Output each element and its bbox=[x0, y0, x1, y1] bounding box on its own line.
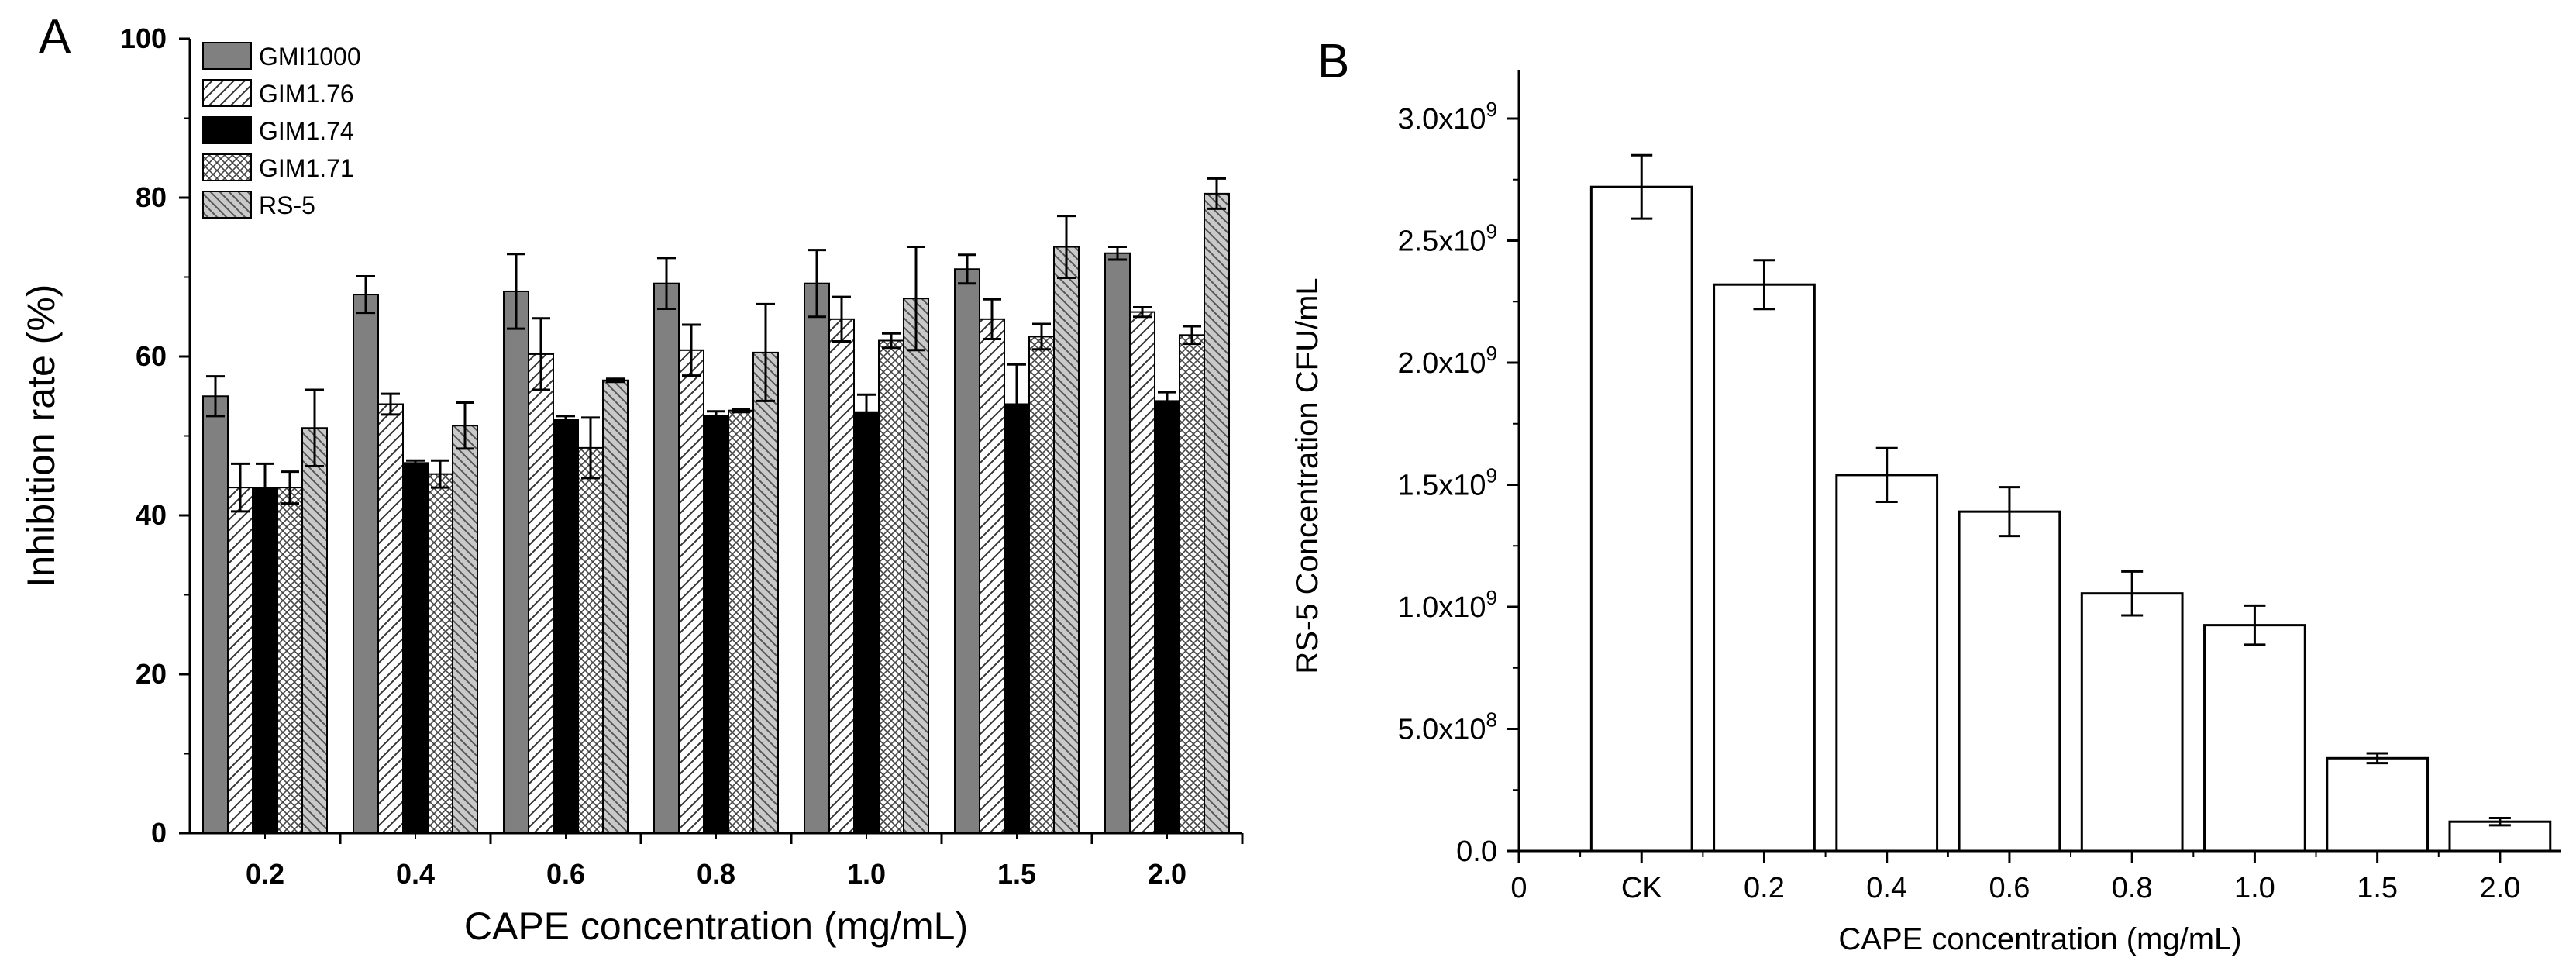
y-axis-title: RS-5 Concentration CFU/mL bbox=[1290, 277, 1324, 673]
legend-label: GIM1.76 bbox=[259, 80, 354, 108]
bar-0.6 bbox=[1958, 510, 2061, 852]
bar-rs-5 bbox=[602, 379, 629, 834]
bar-0.4 bbox=[1835, 474, 1939, 852]
x-tick-label: 0.6 bbox=[1989, 872, 2030, 904]
y-tick-label: 2.0x109 bbox=[1397, 342, 1497, 380]
bar-gim1.71 bbox=[728, 409, 754, 834]
bar-gim1.76 bbox=[377, 403, 404, 834]
x-tick-label: 0.4 bbox=[1866, 872, 1907, 904]
legend-label: GIM1.74 bbox=[259, 117, 354, 145]
bar-0.2 bbox=[1713, 283, 1816, 852]
bar-gim1.71 bbox=[1028, 336, 1055, 834]
legend-label: GMI1000 bbox=[259, 43, 361, 71]
bar-1.0 bbox=[2203, 624, 2306, 852]
x-tick-label: 0.8 bbox=[697, 858, 735, 890]
bar-gmi1000 bbox=[804, 282, 830, 834]
bar-gim1.76 bbox=[227, 487, 253, 834]
x-axis-title: CAPE concentration (mg/mL) bbox=[1838, 922, 2241, 956]
legend-swatch-gmi1000 bbox=[202, 42, 252, 70]
x-tick-label: 0.4 bbox=[396, 858, 435, 890]
panel-label-a: A bbox=[39, 10, 71, 64]
bar-0.8 bbox=[2080, 592, 2184, 852]
bar-gmi1000 bbox=[954, 268, 980, 834]
y-tick-label: 0.0 bbox=[1456, 835, 1497, 868]
bar-gim1.74 bbox=[252, 487, 278, 834]
y-axis-title: Inhibition rate (%) bbox=[19, 284, 63, 588]
bar-gmi1000 bbox=[202, 395, 229, 834]
bar-gmi1000 bbox=[1104, 252, 1131, 834]
bar-gim1.71 bbox=[878, 339, 904, 834]
bar-rs-5 bbox=[452, 425, 478, 834]
legend-swatch-gim1.74 bbox=[202, 116, 252, 144]
bar-gmi1000 bbox=[653, 282, 680, 834]
bar-gim1.74 bbox=[1154, 400, 1180, 834]
bar-rs-5 bbox=[301, 427, 328, 834]
legend-label: GIM1.71 bbox=[259, 154, 354, 182]
y-tick-label: 100 bbox=[120, 22, 167, 54]
x-tick-label: 2.0 bbox=[2479, 872, 2520, 904]
x-tick-label: 0.8 bbox=[2112, 872, 2153, 904]
x-tick-label: 0.2 bbox=[246, 858, 284, 890]
legend-label: RS-5 bbox=[259, 191, 315, 219]
bar-gim1.74 bbox=[853, 411, 880, 834]
chart-a: 0 20 40 60 80 100 0.2 0.4 0.6 0.8 1.0 1.5 2.0 CAPE co… bbox=[19, 22, 1244, 948]
y-tick-label: 60 bbox=[136, 340, 167, 372]
bar-gim1.74 bbox=[553, 419, 579, 834]
x-tick-label: 1.5 bbox=[997, 858, 1036, 890]
bar-gim1.76 bbox=[678, 349, 704, 834]
bar-rs-5 bbox=[1053, 246, 1080, 834]
x-tick-label: 1.5 bbox=[2357, 872, 2398, 904]
chart-b: 0.0 5.0x108 1.0x109 1.5x109 2.0x109 2.5x109 3.… bbox=[1290, 70, 2561, 956]
bar-rs-5 bbox=[752, 351, 779, 834]
bar-2.0 bbox=[2448, 820, 2552, 852]
bar-1.5 bbox=[2326, 756, 2430, 852]
y-tick-label: 3.0x109 bbox=[1397, 98, 1497, 136]
x-axis-title: CAPE concentration (mg/mL) bbox=[464, 904, 968, 948]
panel-label-b: B bbox=[1317, 35, 1349, 88]
x-tick-label: CK bbox=[1621, 872, 1662, 904]
y-tick-label: 20 bbox=[136, 658, 167, 690]
bar-gim1.74 bbox=[1004, 403, 1030, 834]
y-tick-label: 40 bbox=[136, 499, 167, 531]
bar-gim1.71 bbox=[427, 473, 453, 834]
x-tick-label: 0.2 bbox=[1744, 872, 1785, 904]
bar-rs-5 bbox=[903, 298, 929, 834]
y-tick-label: 2.5x109 bbox=[1397, 220, 1497, 258]
bar-gmi1000 bbox=[503, 290, 529, 834]
x-tick-label: 1.0 bbox=[847, 858, 886, 890]
bar-gim1.71 bbox=[577, 446, 604, 834]
bar-gim1.76 bbox=[979, 318, 1005, 834]
y-tick-label: 1.0x109 bbox=[1397, 586, 1497, 624]
x-tick-label: 0 bbox=[1510, 872, 1527, 904]
bar-gmi1000 bbox=[353, 294, 379, 834]
bar-gim1.76 bbox=[828, 318, 855, 834]
legend-swatch-rs-5 bbox=[202, 191, 252, 219]
x-tick-label: 1.0 bbox=[2234, 872, 2275, 904]
bar-gim1.71 bbox=[1179, 334, 1205, 834]
y-tick-label: 80 bbox=[136, 181, 167, 213]
legend-swatch-gim1.71 bbox=[202, 153, 252, 181]
y-tick-label: 5.0x108 bbox=[1397, 708, 1497, 746]
bar-rs-5 bbox=[1204, 192, 1230, 834]
legend-swatch-gim1.76 bbox=[202, 79, 252, 107]
bar-gim1.71 bbox=[277, 487, 303, 834]
x-tick-label: 2.0 bbox=[1148, 858, 1186, 890]
bar-ck bbox=[1589, 185, 1693, 852]
y-tick-label: 1.5x109 bbox=[1397, 464, 1497, 502]
x-tick-label: 0.6 bbox=[546, 858, 585, 890]
bar-gim1.76 bbox=[1129, 311, 1155, 835]
bar-gim1.74 bbox=[402, 462, 429, 834]
y-tick-label: 0 bbox=[151, 817, 167, 849]
bar-gim1.74 bbox=[703, 415, 729, 834]
bar-gim1.76 bbox=[528, 353, 554, 834]
